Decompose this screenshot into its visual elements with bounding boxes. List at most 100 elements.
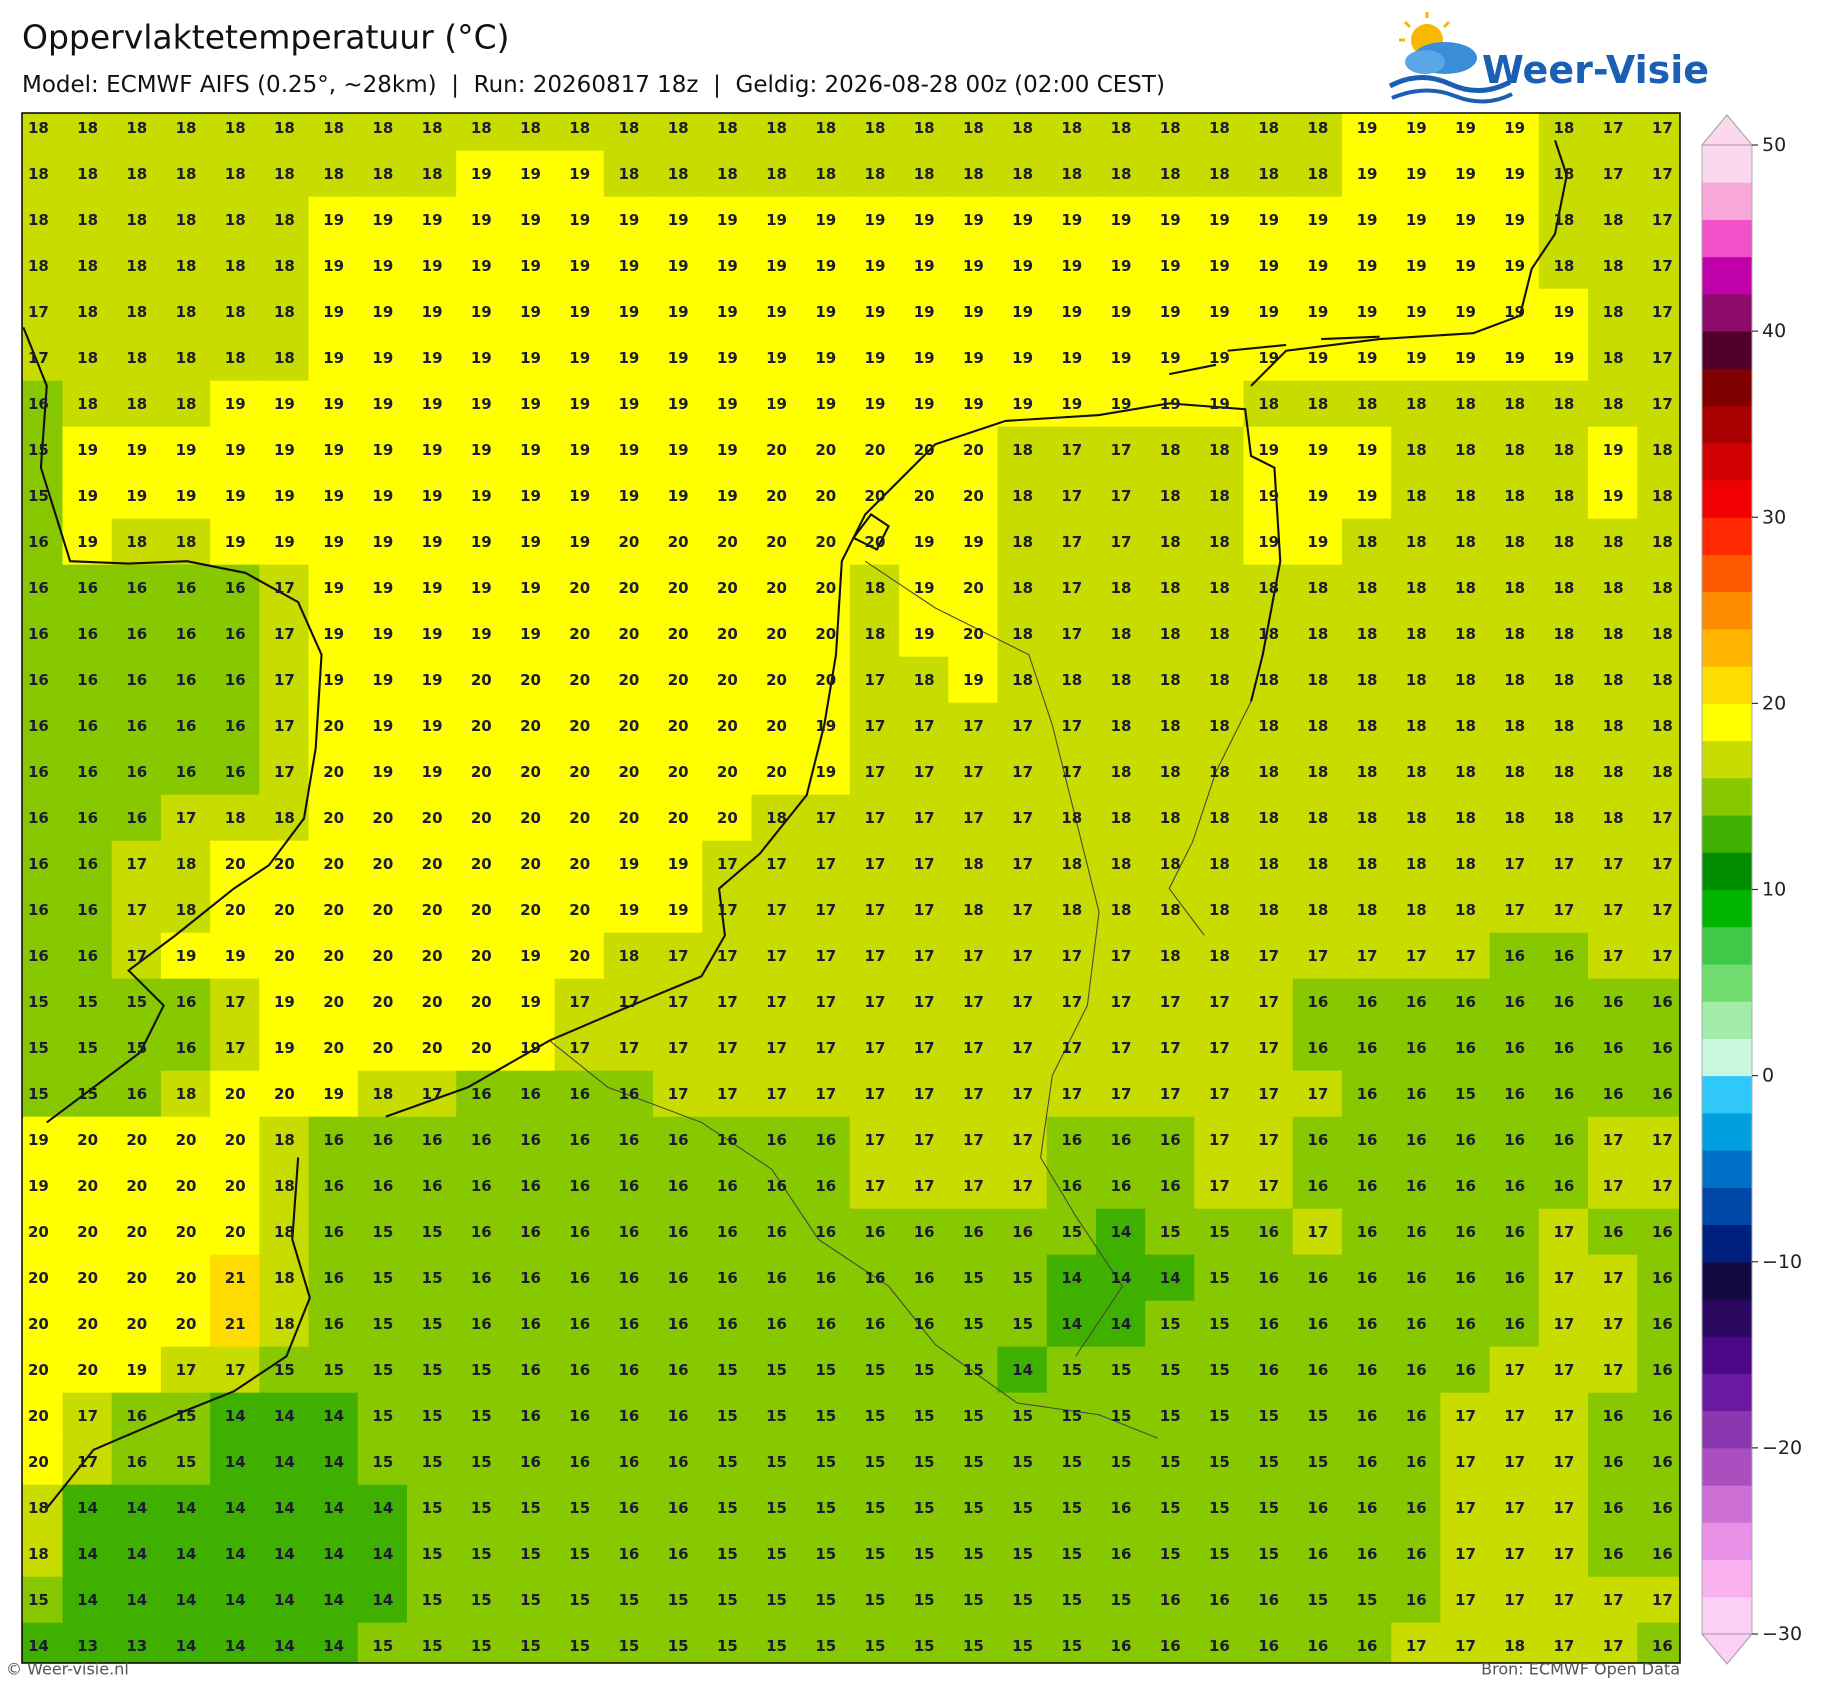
temperature-label: 19 <box>323 257 344 275</box>
temperature-cell <box>62 610 113 658</box>
temperature-label: 15 <box>126 1039 147 1057</box>
temperature-label: 16 <box>1603 1039 1624 1057</box>
temperature-cell <box>1637 1208 1680 1256</box>
temperature-cell <box>456 978 507 1026</box>
temperature-label: 15 <box>1160 1223 1181 1241</box>
temperature-label: 18 <box>1455 533 1476 551</box>
temperature-label: 17 <box>1061 993 1082 1011</box>
temperature-label: 17 <box>1258 1177 1279 1195</box>
temperature-cell <box>357 334 408 382</box>
temperature-label: 20 <box>323 855 344 873</box>
temperature-cell <box>1145 978 1196 1026</box>
temperature-label: 17 <box>1209 1085 1230 1103</box>
temperature-label: 16 <box>1652 1039 1673 1057</box>
temperature-cell <box>160 656 212 704</box>
temperature-cell <box>751 380 802 428</box>
temperature-label: 20 <box>717 809 738 827</box>
temperature-label: 18 <box>1357 901 1378 919</box>
temperature-cell <box>62 564 113 612</box>
temperature-label: 16 <box>1357 1131 1378 1149</box>
temperature-label: 16 <box>1504 1315 1525 1333</box>
temperature-cell <box>899 334 950 382</box>
temperature-cell <box>406 1208 458 1256</box>
temperature-label: 18 <box>1258 395 1279 413</box>
temperature-label: 16 <box>77 625 98 643</box>
temperature-label: 16 <box>1258 1315 1279 1333</box>
temperature-cell <box>1637 702 1680 750</box>
temperature-label: 17 <box>1012 809 1033 827</box>
temperature-label: 20 <box>717 533 738 551</box>
temperature-label: 18 <box>1603 671 1624 689</box>
colorbar-bin <box>1702 145 1752 183</box>
temperature-label: 16 <box>1455 1269 1476 1287</box>
temperature-cell <box>259 1116 310 1164</box>
temperature-cell <box>111 518 162 566</box>
temperature-cell <box>505 794 556 842</box>
temperature-cell <box>1194 564 1245 612</box>
temperature-label: 16 <box>1406 1039 1427 1057</box>
temperature-label: 15 <box>28 1591 49 1609</box>
temperature-label: 18 <box>126 303 147 321</box>
temperature-label: 19 <box>176 441 197 459</box>
colorbar-extension-top <box>1700 114 1754 146</box>
temperature-label: 18 <box>1160 119 1181 137</box>
temperature-cell <box>603 932 655 980</box>
temperature-cell <box>62 1116 113 1164</box>
temperature-cell <box>1489 932 1540 980</box>
temperature-label: 16 <box>1357 993 1378 1011</box>
temperature-label: 18 <box>274 1223 295 1241</box>
temperature-label: 19 <box>1406 303 1427 321</box>
temperature-label: 18 <box>1455 395 1476 413</box>
temperature-label: 17 <box>914 763 935 781</box>
temperature-cell <box>456 518 507 566</box>
temperature-label: 15 <box>766 1499 787 1517</box>
temperature-label: 20 <box>28 1407 49 1425</box>
temperature-cell <box>1489 518 1540 566</box>
temperature-cell <box>259 518 310 566</box>
temperature-label: 18 <box>176 395 197 413</box>
temperature-label: 19 <box>668 855 689 873</box>
temperature-cell <box>111 472 162 520</box>
temperature-cell <box>751 113 802 152</box>
temperature-label: 15 <box>274 1361 295 1379</box>
temperature-label: 19 <box>471 625 492 643</box>
temperature-cell <box>1588 1024 1639 1072</box>
temperature-cell <box>1145 702 1196 750</box>
temperature-label: 18 <box>1209 119 1230 137</box>
temperature-cell <box>308 748 359 796</box>
temperature-cell <box>1489 610 1540 658</box>
temperature-cell <box>554 1208 605 1256</box>
temperature-label: 19 <box>372 671 393 689</box>
colorbar-tick-label: 0 <box>1762 1065 1774 1087</box>
temperature-label: 16 <box>1504 1039 1525 1057</box>
temperature-cell <box>899 242 950 290</box>
temperature-label: 14 <box>225 1545 246 1563</box>
temperature-cell <box>456 1162 507 1210</box>
temperature-label: 19 <box>520 165 541 183</box>
temperature-cell <box>1489 794 1540 842</box>
temperature-cell <box>1194 886 1245 934</box>
temperature-cell <box>111 113 162 152</box>
temperature-cell <box>406 932 458 980</box>
temperature-label: 14 <box>372 1591 393 1609</box>
temperature-cell <box>1243 518 1294 566</box>
temperature-cell <box>357 610 408 658</box>
temperature-label: 18 <box>1307 625 1328 643</box>
temperature-cell <box>1637 472 1680 520</box>
temperature-cell <box>259 1208 310 1256</box>
temperature-cell <box>1440 113 1491 152</box>
temperature-label: 15 <box>865 1361 886 1379</box>
temperature-cell <box>653 1208 704 1256</box>
temperature-label: 16 <box>1553 1131 1574 1149</box>
temperature-label: 19 <box>422 349 443 367</box>
temperature-cell <box>1489 113 1540 152</box>
temperature-label: 19 <box>1258 533 1279 551</box>
temperature-cell <box>1440 794 1491 842</box>
temperature-cell <box>160 1070 212 1118</box>
temperature-cell <box>603 978 655 1026</box>
temperature-label: 16 <box>126 763 147 781</box>
temperature-cell <box>210 1024 261 1072</box>
temperature-label: 15 <box>422 1545 443 1563</box>
temperature-cell <box>849 564 901 612</box>
temperature-label: 17 <box>1307 947 1328 965</box>
